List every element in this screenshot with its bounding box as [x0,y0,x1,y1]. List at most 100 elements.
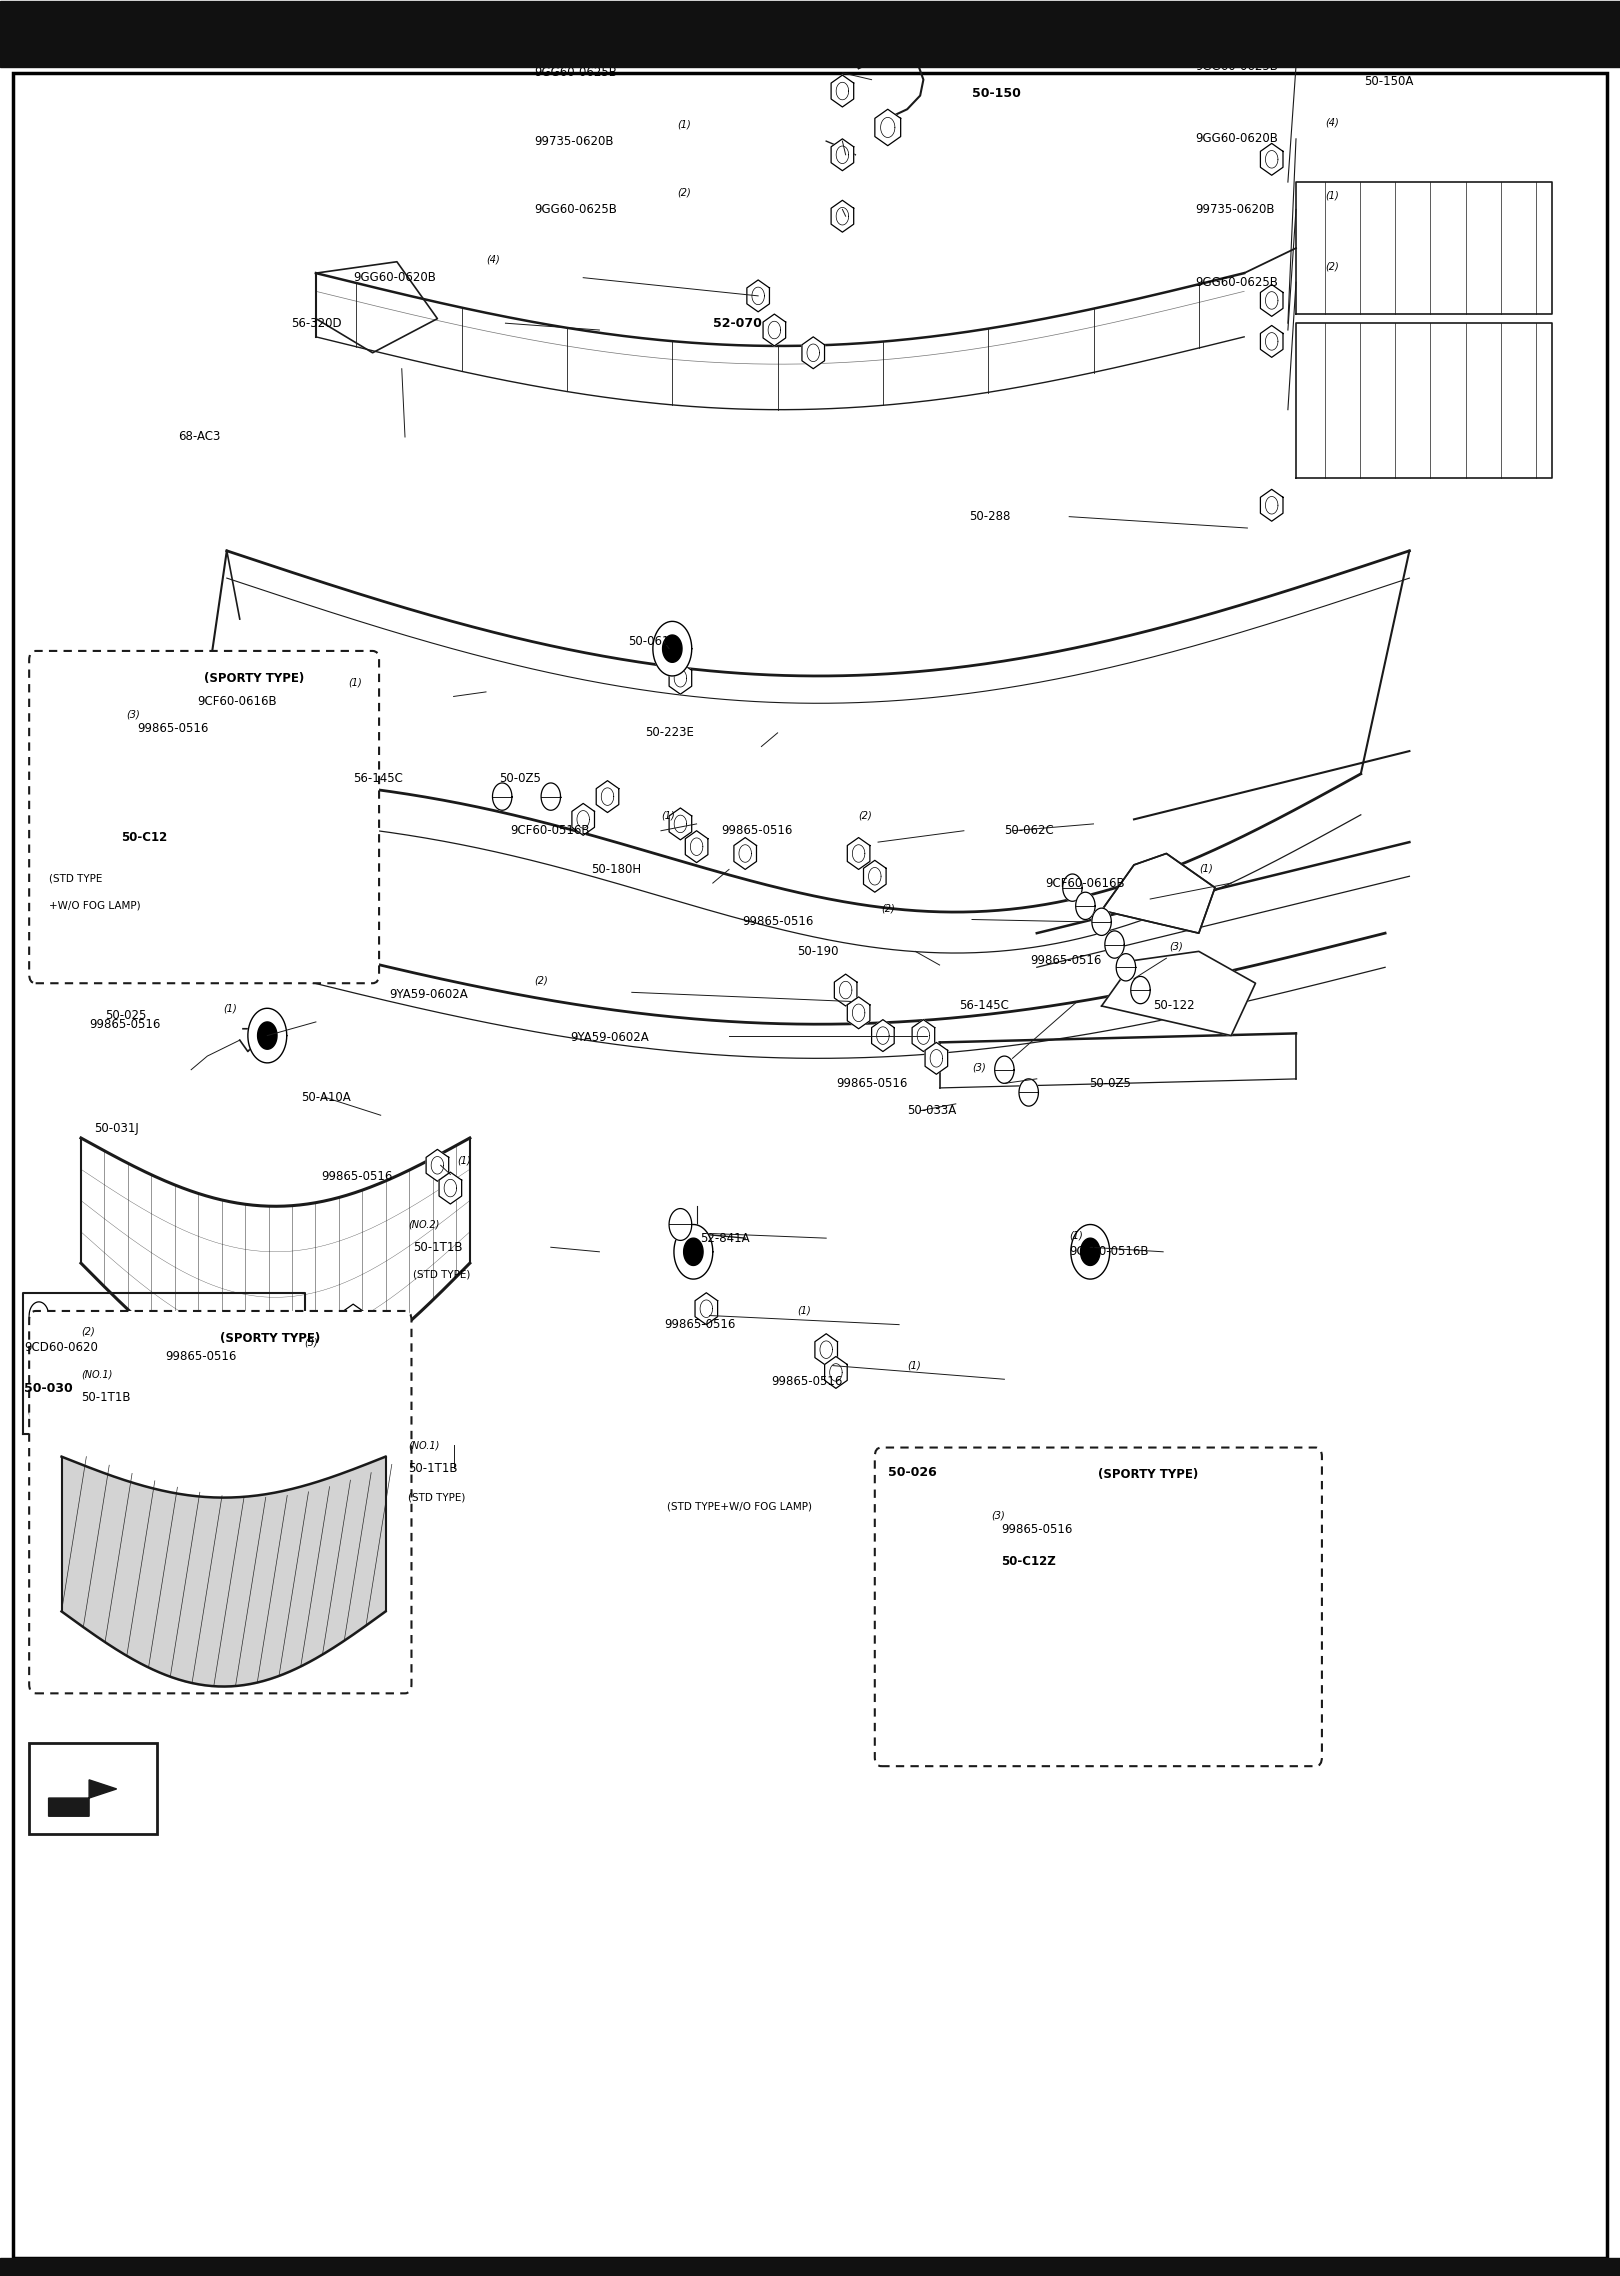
Text: 9GG60-0625B: 9GG60-0625B [1196,59,1278,73]
Polygon shape [1260,284,1283,316]
Text: (1): (1) [224,1004,237,1013]
Text: 50-A10A: 50-A10A [301,1090,352,1104]
Bar [105,1352,141,1397]
Polygon shape [541,783,561,810]
Text: 99865-0516: 99865-0516 [1001,1523,1072,1536]
Polygon shape [1019,1079,1038,1106]
Text: (SPORTY TYPE): (SPORTY TYPE) [204,671,305,685]
Text: 50-C12Z: 50-C12Z [1001,1555,1056,1568]
Text: 50-026: 50-026 [888,1466,936,1479]
Text: (2): (2) [859,810,872,822]
Polygon shape [214,783,240,819]
Text: (SPORTY TYPE): (SPORTY TYPE) [1098,1468,1199,1482]
Text: 50-190: 50-190 [797,945,839,958]
Text: (1): (1) [1069,1231,1082,1240]
Polygon shape [825,1356,847,1388]
Text: (3): (3) [305,1338,318,1347]
Text: 9GG60-0625B: 9GG60-0625B [535,203,617,216]
Polygon shape [669,1209,692,1240]
Polygon shape [201,765,253,838]
FancyBboxPatch shape [29,1311,411,1693]
Text: 99865-0516: 99865-0516 [836,1077,907,1090]
Bar [57,1352,92,1397]
Text: 99865-0516: 99865-0516 [664,1318,735,1331]
Text: 99735-0620B: 99735-0620B [535,134,614,148]
Polygon shape [1063,874,1082,901]
Text: (3): (3) [1170,942,1183,951]
Text: (2): (2) [1325,46,1338,55]
Polygon shape [831,139,854,171]
Text: (1): (1) [348,678,361,687]
Text: 50-180H: 50-180H [591,863,642,876]
Polygon shape [1131,976,1150,1004]
FancyBboxPatch shape [875,1448,1322,1766]
Polygon shape [863,860,886,892]
Text: 50-061A: 50-061A [629,635,679,649]
Text: (2): (2) [677,187,690,198]
Text: (2): (2) [1325,262,1338,271]
Polygon shape [301,667,340,721]
Polygon shape [1116,954,1136,981]
Text: 9YA59-0602A: 9YA59-0602A [570,1031,650,1045]
Polygon shape [1102,854,1215,933]
Polygon shape [872,1020,894,1052]
Polygon shape [734,838,757,869]
Polygon shape [355,1327,377,1359]
Polygon shape [29,1397,49,1425]
Text: 99865-0516: 99865-0516 [89,1017,160,1031]
Polygon shape [831,75,854,107]
Text: (1): (1) [661,810,674,822]
Text: FWD: FWD [92,1784,122,1793]
Text: (NO.1): (NO.1) [408,1441,439,1450]
Text: 56-320D: 56-320D [292,316,342,330]
Text: (STD TYPE): (STD TYPE) [408,1493,465,1502]
Text: 9CD60-0620: 9CD60-0620 [24,1341,99,1354]
Text: 50-150: 50-150 [972,86,1021,100]
Polygon shape [995,1056,1014,1083]
Polygon shape [1105,931,1124,958]
Polygon shape [258,1022,277,1049]
Polygon shape [1071,1224,1110,1279]
Polygon shape [747,280,770,312]
Text: (2): (2) [881,904,894,913]
Polygon shape [909,1636,938,1677]
FancyBboxPatch shape [29,1743,157,1834]
Text: (NO.2): (NO.2) [408,1220,439,1229]
Text: (4): (4) [1325,118,1338,127]
Text: (4): (4) [486,255,499,264]
Text: (STD TYPE): (STD TYPE) [413,1270,470,1279]
Polygon shape [946,1634,978,1680]
Polygon shape [492,783,512,810]
Polygon shape [834,974,857,1006]
Text: 9YA59-0602A: 9YA59-0602A [389,988,468,1001]
Text: 50-062C: 50-062C [1004,824,1055,838]
Text: (3): (3) [972,1063,985,1072]
Text: 99735-0620B: 99735-0620B [1196,203,1275,216]
Polygon shape [912,1020,935,1052]
Polygon shape [847,997,870,1029]
Polygon shape [1260,143,1283,175]
Text: 50-033A: 50-033A [907,1104,956,1118]
Polygon shape [815,1334,838,1366]
Polygon shape [684,1238,703,1265]
Bar [0,2258,1620,2276]
Polygon shape [925,1042,948,1074]
Polygon shape [426,1149,449,1181]
Text: (STD TYPE+W/O FOG LAMP): (STD TYPE+W/O FOG LAMP) [667,1502,813,1511]
Text: 9CF60-0616B: 9CF60-0616B [198,694,277,708]
Text: 50-1T1B: 50-1T1B [81,1391,131,1404]
Text: (1): (1) [907,1361,920,1370]
Text: (3): (3) [991,1511,1004,1520]
Text: 50-025: 50-025 [105,1008,147,1022]
Polygon shape [439,1172,462,1204]
Text: 99865-0516: 99865-0516 [321,1170,392,1184]
Polygon shape [1260,489,1283,521]
Polygon shape [831,200,854,232]
Polygon shape [674,1224,713,1279]
Polygon shape [227,1329,275,1397]
Polygon shape [763,314,786,346]
Polygon shape [29,1302,49,1329]
Bar [202,1352,238,1397]
Text: 9GG60-0620B: 9GG60-0620B [353,271,436,284]
Text: 52-070: 52-070 [713,316,761,330]
